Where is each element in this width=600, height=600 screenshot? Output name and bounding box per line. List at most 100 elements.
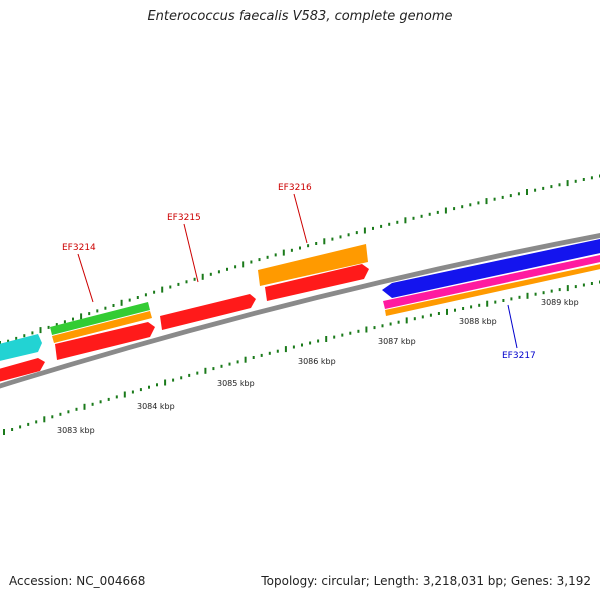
outer-tick bbox=[153, 290, 156, 294]
outer-tick bbox=[396, 220, 399, 224]
inner-tick bbox=[180, 376, 183, 380]
inner-tick bbox=[83, 403, 86, 410]
inner-tick bbox=[204, 367, 207, 374]
inner-tick bbox=[558, 288, 561, 292]
outer-tick bbox=[299, 246, 301, 250]
outer-tick bbox=[7, 339, 10, 343]
leader-ef3214 bbox=[77, 253, 94, 303]
inner-tick bbox=[59, 412, 62, 416]
outer-tick bbox=[193, 277, 196, 281]
outer-tick bbox=[290, 248, 293, 252]
inner-tick bbox=[252, 356, 255, 359]
inner-tick bbox=[99, 400, 102, 404]
outer-tick bbox=[104, 306, 107, 310]
outer-tick bbox=[242, 261, 245, 268]
inner-tick bbox=[188, 373, 191, 377]
inner-tick bbox=[446, 308, 448, 315]
inner-tick bbox=[502, 299, 505, 302]
gene-bar-green[interactable] bbox=[50, 302, 150, 335]
inner-tick bbox=[107, 397, 110, 401]
gene-arrow-blue-ef3217[interactable] bbox=[382, 238, 600, 298]
gene-arrow-red-1[interactable] bbox=[0, 358, 45, 383]
inner-tick bbox=[574, 285, 577, 289]
outer-tick bbox=[372, 226, 374, 230]
outer-tick bbox=[517, 192, 520, 196]
outer-tick bbox=[574, 179, 577, 183]
kbp-label-3083: 3083 kbp bbox=[57, 426, 95, 435]
gene-label-ef3216[interactable]: EF3216 bbox=[278, 183, 312, 193]
gene-bar-magenta[interactable] bbox=[383, 254, 600, 309]
outer-tick bbox=[331, 237, 334, 241]
inner-tick bbox=[212, 367, 215, 371]
inner-tick bbox=[333, 335, 336, 339]
outer-tick bbox=[582, 178, 585, 181]
inner-tick bbox=[172, 378, 175, 382]
gene-arrow-red-4[interactable] bbox=[265, 264, 369, 301]
inner-tick bbox=[397, 320, 400, 324]
outer-tick bbox=[88, 312, 91, 316]
outer-tick bbox=[590, 176, 593, 180]
inner-tick bbox=[148, 385, 150, 389]
kbp-label-3088: 3088 kbp bbox=[459, 317, 497, 326]
outer-tick bbox=[469, 203, 472, 207]
outer-tick bbox=[144, 293, 147, 297]
inner-tick bbox=[115, 395, 118, 399]
kbp-label-3086: 3086 kbp bbox=[298, 357, 336, 366]
inner-tick bbox=[429, 313, 432, 317]
outer-tick bbox=[80, 313, 83, 320]
outer-tick bbox=[15, 336, 18, 340]
outer-tick bbox=[412, 216, 415, 220]
inner-tick bbox=[164, 379, 167, 386]
inner-tick bbox=[494, 300, 497, 304]
outer-tick bbox=[323, 238, 326, 245]
gene-arrow-red-2[interactable] bbox=[55, 322, 155, 360]
inner-tick bbox=[341, 333, 344, 337]
inner-tick bbox=[123, 391, 126, 398]
gene-bar-cyan[interactable] bbox=[0, 334, 42, 362]
outer-tick bbox=[226, 267, 228, 271]
outer-tick bbox=[96, 309, 99, 313]
outer-tick bbox=[509, 194, 512, 198]
outer-tick bbox=[72, 317, 74, 321]
inner-tick bbox=[421, 315, 424, 319]
inner-tick bbox=[196, 371, 199, 375]
inner-tick bbox=[389, 322, 392, 326]
gene-bar-orange-ef3214[interactable] bbox=[52, 311, 152, 343]
outer-tick bbox=[493, 197, 496, 201]
outer-tick bbox=[526, 189, 528, 195]
inner-tick bbox=[131, 390, 134, 394]
gene-label-ef3215[interactable]: EF3215 bbox=[167, 213, 201, 223]
outer-tick bbox=[169, 285, 172, 289]
inner-tick bbox=[244, 356, 247, 363]
outer-tick bbox=[47, 325, 50, 329]
outer-tick bbox=[185, 280, 188, 284]
inner-tick bbox=[220, 364, 223, 368]
inner-tick bbox=[11, 428, 14, 431]
outer-tick bbox=[217, 270, 220, 274]
gene-arrow-red-3[interactable] bbox=[160, 294, 256, 330]
outer-tick bbox=[136, 296, 139, 299]
outer-tick bbox=[550, 185, 553, 189]
inner-tick bbox=[437, 312, 440, 315]
inner-tick-track bbox=[3, 280, 600, 435]
inner-tick bbox=[260, 353, 263, 357]
kbp-label-3085: 3085 kbp bbox=[217, 379, 255, 388]
outer-tick bbox=[177, 282, 180, 286]
gene-bar-orange-ef3216[interactable] bbox=[258, 244, 368, 286]
outer-tick bbox=[250, 260, 253, 264]
inner-tick bbox=[405, 317, 408, 324]
inner-tick bbox=[470, 305, 473, 309]
inner-tick bbox=[156, 383, 158, 387]
gene-label-ef3217[interactable]: EF3217 bbox=[502, 351, 536, 361]
kbp-label-3089: 3089 kbp bbox=[541, 298, 579, 307]
gene-bar-orange-lower[interactable] bbox=[385, 263, 600, 316]
outer-tick bbox=[420, 214, 423, 218]
inner-tick bbox=[349, 331, 352, 335]
inner-tick bbox=[526, 292, 529, 299]
inner-tick bbox=[268, 351, 271, 355]
outer-tick bbox=[534, 188, 537, 192]
outer-tick bbox=[461, 205, 464, 209]
gene-label-ef3214[interactable]: EF3214 bbox=[62, 243, 96, 253]
outer-tick bbox=[161, 286, 164, 293]
